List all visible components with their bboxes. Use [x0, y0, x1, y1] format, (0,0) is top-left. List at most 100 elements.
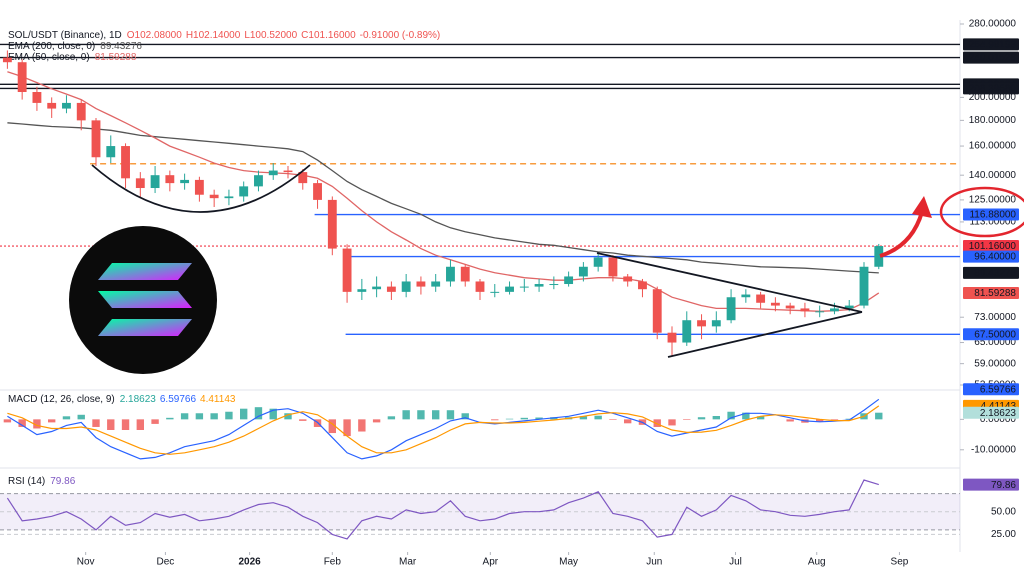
solana-logo [69, 226, 217, 374]
candle-body [446, 266, 455, 282]
price-label: 240.01528 [969, 53, 1017, 64]
candle-body [76, 102, 86, 121]
rsi-value: 79.86 [50, 476, 75, 487]
macd-title: MACD (12, 26, close, 9) [8, 394, 115, 405]
macd-histogram-bar [33, 419, 41, 429]
cup-drawing [91, 164, 311, 213]
candle-body [638, 281, 647, 290]
price-label-box [963, 328, 1019, 341]
macd-histogram-bar [284, 413, 292, 420]
candle-body [194, 179, 204, 195]
candle-body [800, 308, 810, 312]
macd-histogram-bar [62, 416, 71, 420]
candle-body [2, 57, 12, 63]
macd-histogram-bar [121, 419, 130, 430]
rsi-title: RSI (14) [8, 476, 45, 487]
candle-body [135, 178, 145, 189]
price-label-box [963, 286, 1019, 299]
macd-histogram-bar [786, 419, 794, 422]
y-tick-label: 0.00000 [980, 414, 1017, 425]
macd-histogram-bar [358, 419, 366, 432]
macd-histogram-bar [240, 408, 248, 420]
symbol-header: SOL/USDT (Binance), 1D O102.08000 H102.140… [8, 30, 440, 41]
macd-histogram-bar [166, 417, 174, 420]
y-tick-label: 140.00000 [969, 170, 1017, 181]
macd-histogram-bar [594, 415, 602, 420]
x-tick-label: Mar [399, 557, 417, 568]
y-tick-label: 125.00000 [969, 195, 1017, 206]
price-label-box [963, 51, 1019, 64]
macd-histogram-bar [624, 419, 632, 424]
signal-value: 4.41143 [200, 394, 236, 405]
candle-body [268, 170, 278, 176]
rsi-legend: RSI (14) 79.86 [8, 476, 76, 487]
price-label: 81.59288 [974, 288, 1016, 299]
macd-histogram-bar [372, 419, 381, 423]
price-label: 101.16000 [969, 241, 1017, 252]
candle-body [386, 286, 396, 292]
candle-body [401, 281, 411, 292]
candle-body [106, 146, 116, 158]
candle-body [549, 284, 559, 286]
macd-histogram-bar [136, 419, 144, 430]
price-axis: 280.00000 200.00000 180.00000 160.00000 140.… [960, 19, 1019, 540]
legend-entry: EMA (50, close, 0) 81.59288 [8, 52, 137, 63]
price-label-box [963, 250, 1019, 263]
x-tick-label: Sep [891, 557, 909, 568]
change: -0.91000 (-0.89%) [360, 30, 441, 41]
candle-body [357, 289, 367, 292]
candle-body [667, 332, 677, 343]
macd-histogram-bar [151, 419, 159, 424]
price-label: 96.40000 [974, 252, 1016, 263]
macd-histogram-bar [107, 419, 115, 430]
x-tick-label: Nov [77, 557, 95, 568]
candle-body [209, 194, 219, 199]
y-tick-label: 59.00000 [974, 358, 1016, 369]
y-tick-label: -10.00000 [971, 444, 1016, 455]
x-tick-label: Aug [808, 557, 826, 568]
macd-histogram-bar [816, 419, 824, 422]
candle-body [844, 305, 854, 309]
macd-histogram-bar [712, 416, 720, 420]
y-tick-label: 280.00000 [969, 19, 1017, 30]
price-label: 4.41143 [981, 401, 1017, 412]
candle-body [785, 305, 795, 309]
macd-histogram-bar [727, 411, 735, 420]
price-label-box [963, 240, 1019, 253]
price-label-box [963, 266, 1019, 279]
price-label: 2.18623 [980, 408, 1017, 419]
symbol: SOL/USDT (Binance), 1D [8, 30, 122, 41]
candle-body [17, 62, 27, 93]
candle-body [224, 196, 234, 199]
price-label-box [963, 383, 1019, 396]
candle-body [298, 172, 308, 184]
macd-histogram-bar [299, 419, 307, 421]
y-tick-label: 73.00000 [974, 312, 1016, 323]
candle-body [460, 266, 470, 282]
candle-body [283, 170, 293, 173]
y-tick-label: 160.00000 [969, 141, 1017, 152]
price-label: 79.86 [991, 480, 1016, 491]
candle-body [313, 183, 322, 200]
macd-histogram-bar [653, 419, 661, 427]
x-tick-label: Feb [324, 557, 342, 568]
candle-body [593, 257, 603, 267]
triangle-line [596, 252, 863, 313]
price-label: 89.43276 [974, 268, 1016, 279]
candle-body [47, 102, 57, 109]
price-label: 6.59766 [980, 384, 1017, 395]
legend-name: EMA (50, close, 0) [8, 52, 90, 63]
macd-histogram-bar [742, 412, 750, 420]
macd-histogram-bar [254, 407, 263, 420]
candle-body [874, 246, 884, 267]
candle-body [62, 102, 71, 109]
macd-histogram-bar [446, 410, 455, 420]
candle-body [770, 302, 780, 306]
ohlc-open: O102.08000 [127, 30, 182, 41]
y-tick-label: 180.00000 [969, 115, 1017, 126]
macd-histogram-bar [402, 410, 410, 420]
macd-histogram-bar [225, 411, 233, 420]
candle-body [342, 248, 352, 292]
macd-histogram-bar [77, 414, 85, 420]
candle-body [150, 175, 160, 189]
